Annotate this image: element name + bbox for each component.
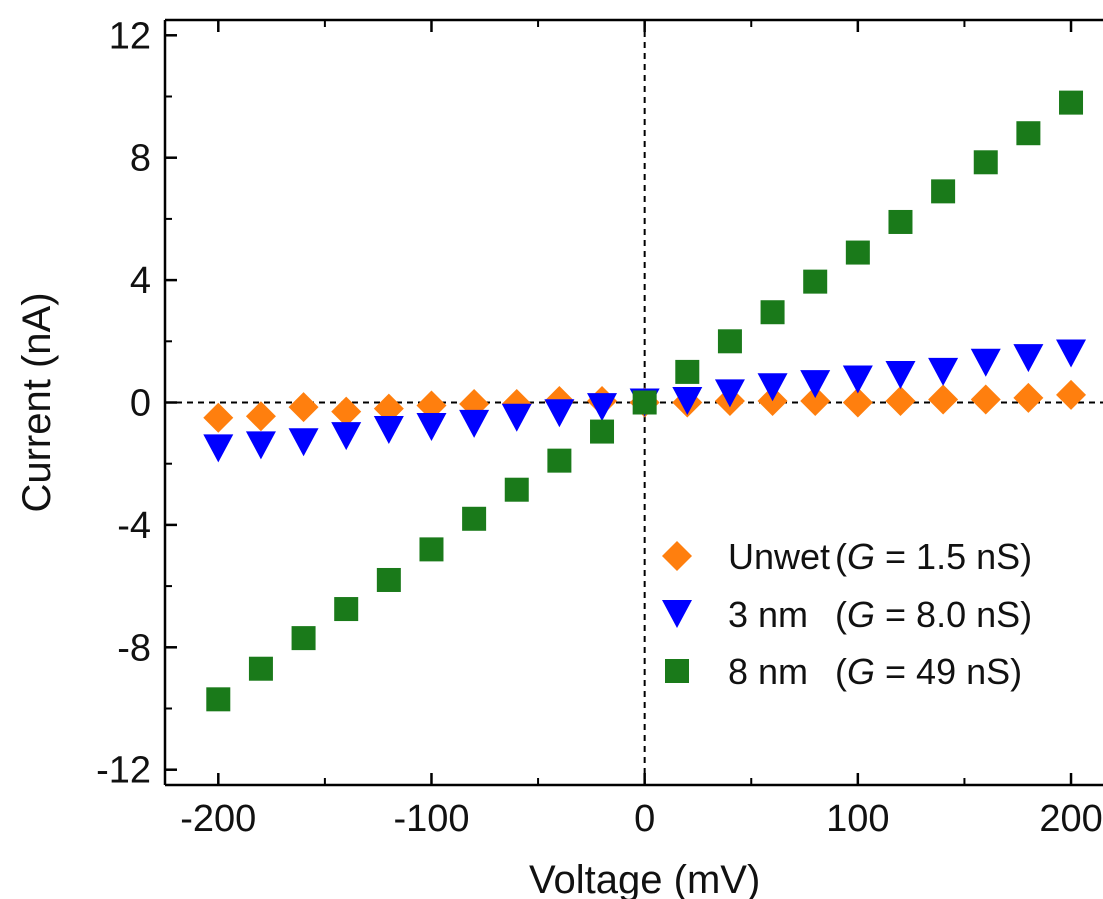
x-tick-label: 200 [1039, 798, 1102, 840]
legend-marker [662, 541, 692, 571]
legend-param-symbol: G [847, 536, 875, 577]
series-3-markers [206, 90, 1084, 712]
x-tick-label: -200 [180, 798, 256, 840]
data-markers [203, 90, 1087, 712]
data-point [803, 269, 828, 294]
y-tick-label: 12 [109, 15, 151, 57]
x-axis-title: Voltage (mV) [529, 858, 760, 899]
x-tick-label: 100 [826, 798, 889, 840]
data-point [504, 477, 529, 502]
legend: Unwet (G = 1.5 nS) 3 nm (G = 8.0 nS) 8 nm (G … [662, 536, 1032, 692]
y-tick-label: -12 [96, 750, 151, 792]
data-point [248, 656, 273, 681]
legend-label: Unwet [728, 536, 830, 577]
legend-param: (G = 8.0 nS) [835, 594, 1032, 635]
x-axis-ticks: -200 -100 0 100 200 [180, 20, 1103, 840]
legend-label: 3 nm [728, 594, 808, 635]
data-point [845, 240, 870, 265]
data-point [245, 401, 276, 432]
data-point [419, 537, 444, 562]
data-point [1059, 90, 1084, 115]
data-point [928, 384, 959, 415]
data-point [973, 150, 998, 175]
data-point [675, 359, 700, 384]
data-point [888, 209, 913, 234]
legend-param-value: = 1.5 nS) [875, 536, 1032, 577]
x-tick-label: -100 [393, 798, 469, 840]
data-point [970, 384, 1001, 415]
data-point [931, 179, 956, 204]
legend-label: 8 nm [728, 651, 808, 692]
data-point [547, 448, 572, 473]
series-2-markers [203, 339, 1087, 463]
legend-param: (G = 1.5 nS) [835, 536, 1032, 577]
data-point [203, 402, 234, 433]
data-point [416, 412, 447, 441]
y-tick-label: 8 [130, 138, 151, 180]
legend-param-value: = 49 nS) [875, 651, 1022, 692]
y-tick-label: 0 [130, 383, 151, 425]
legend-marker [665, 659, 689, 683]
data-point [203, 434, 234, 463]
data-point [291, 626, 316, 651]
data-point [590, 419, 615, 444]
data-point [800, 370, 831, 399]
data-point [587, 393, 618, 422]
data-point [1013, 382, 1044, 413]
data-point [885, 360, 916, 389]
data-point [376, 567, 401, 592]
data-point [1056, 339, 1087, 368]
data-point [373, 416, 404, 445]
y-tick-label: -8 [117, 627, 151, 669]
data-point [800, 385, 831, 416]
data-point [462, 506, 487, 531]
legend-param: (G = 49 nS) [835, 651, 1022, 692]
data-point [757, 373, 788, 402]
data-point [885, 385, 916, 416]
legend-param-symbol: G [847, 651, 875, 692]
data-point [288, 392, 319, 423]
data-point [842, 387, 873, 418]
data-point [1013, 344, 1044, 373]
data-point [842, 365, 873, 394]
data-point [970, 348, 1001, 377]
data-point [672, 386, 703, 415]
y-tick-label: 4 [130, 260, 151, 302]
data-point [928, 357, 959, 386]
data-point [206, 687, 231, 712]
data-point [501, 403, 532, 432]
x-tick-label: 0 [634, 798, 655, 840]
data-point [717, 329, 742, 354]
data-point [245, 431, 276, 460]
legend-marker [662, 600, 692, 628]
legend-param-value: = 8.0 nS) [875, 594, 1032, 635]
data-point [1016, 121, 1041, 146]
data-point [544, 399, 575, 428]
data-point [459, 409, 490, 438]
legend-param-symbol: G [847, 594, 875, 635]
data-point [632, 390, 657, 415]
y-tick-label: -4 [117, 505, 151, 547]
y-axis-title: Current (nA) [15, 292, 59, 512]
data-point [331, 422, 362, 451]
data-point [334, 597, 359, 622]
y-axis-ticks: -12 -8 -4 0 4 8 12 [96, 15, 177, 792]
data-point [288, 428, 319, 457]
data-point [760, 300, 785, 325]
data-point [714, 379, 745, 408]
data-point [1056, 379, 1087, 410]
data-point [331, 396, 362, 427]
